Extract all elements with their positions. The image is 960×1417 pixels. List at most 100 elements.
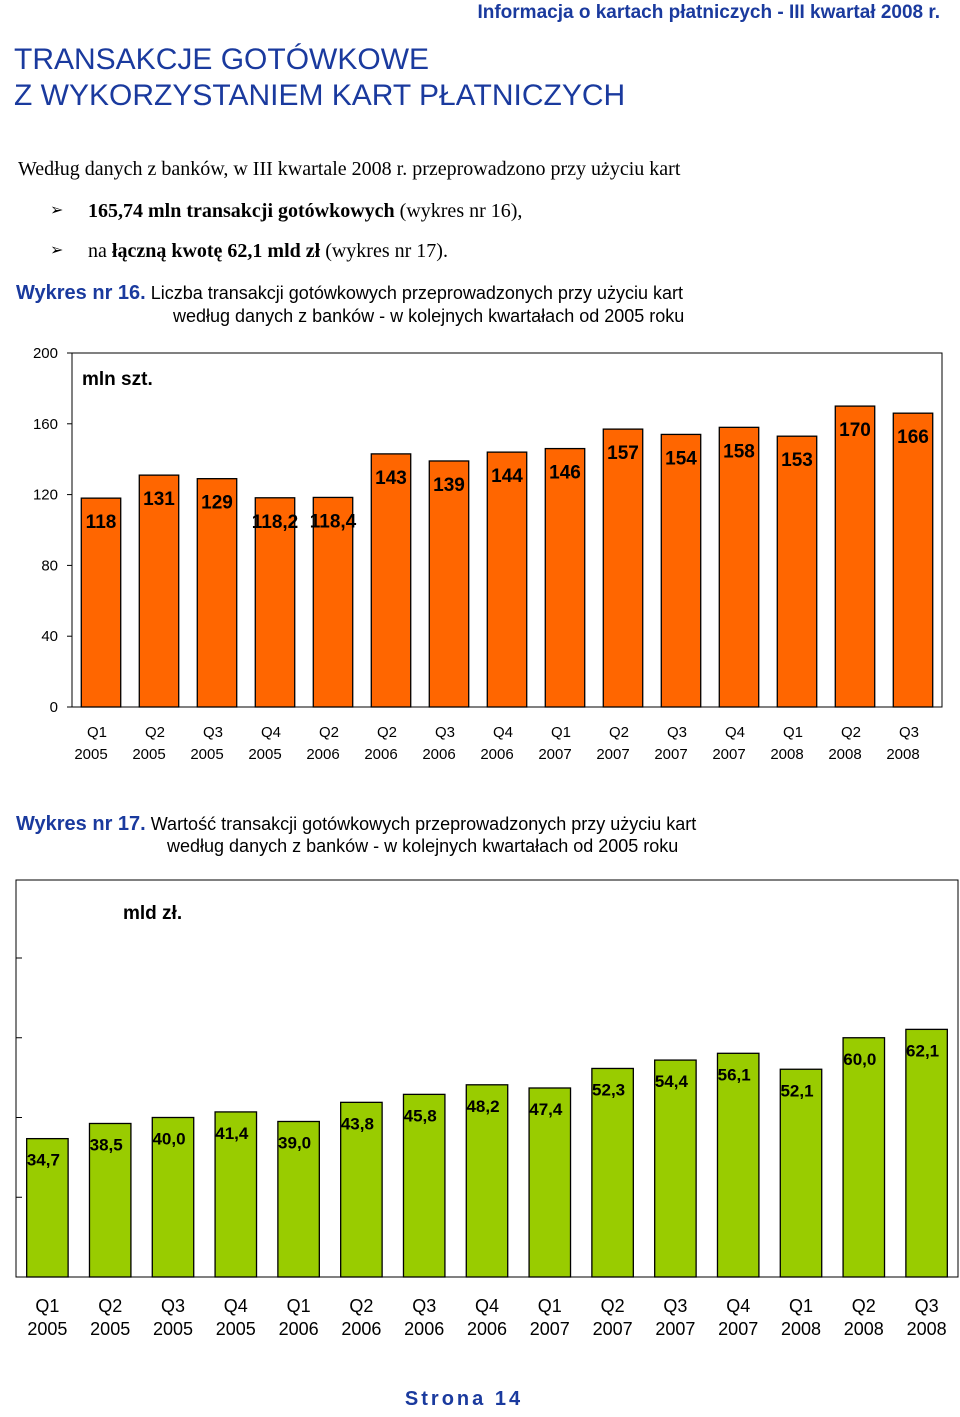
chart17-label: Wykres nr 17. xyxy=(16,813,146,835)
chart17-x-tick-label: Q3 xyxy=(412,1296,436,1316)
chart16-data-label: 143 xyxy=(375,468,407,489)
chart17-data-label: 54,4 xyxy=(655,1072,689,1091)
page-header: Informacja o kartach płatniczych - III k… xyxy=(477,2,940,23)
chart16-x-tick-label: Q2 xyxy=(609,724,629,741)
chart16-x-tick-label: Q4 xyxy=(261,724,281,741)
chart16-bar xyxy=(196,478,238,708)
chart16-x-tick-label: 2008 xyxy=(886,746,919,763)
chart17-bar xyxy=(842,1037,886,1278)
chart16-bar xyxy=(80,497,122,708)
chart17-x-tick-label: 2005 xyxy=(216,1319,256,1339)
page-footer: Strona 14 xyxy=(404,1388,524,1410)
chart16-data-label: 146 xyxy=(549,463,581,484)
chart16-x-tick-label: Q1 xyxy=(87,724,107,741)
chart16-x-tick-label: Q4 xyxy=(725,724,745,741)
chart17-x-tick-label: Q2 xyxy=(349,1296,373,1316)
chart17-x-tick-label: 2008 xyxy=(907,1319,947,1339)
chart17-x-tick-label: Q4 xyxy=(224,1296,248,1316)
chart16-x-tick-label: 2007 xyxy=(596,746,629,763)
chart16-caption-line2: według danych z banków - w kolejnych kwa… xyxy=(173,306,685,326)
chart16-data-label: 129 xyxy=(201,493,233,514)
chart17-data-label: 43,8 xyxy=(341,1114,374,1133)
chart16-x-tick-label: 2006 xyxy=(364,746,397,763)
chart16-y-tick-label: 160 xyxy=(33,416,58,433)
chart17-x-tick-label: Q3 xyxy=(915,1296,939,1316)
chart16-x-tick-label: 2006 xyxy=(306,746,339,763)
chart17-data-label: 52,1 xyxy=(780,1081,813,1100)
chart16-x-tick-label: 2008 xyxy=(770,746,803,763)
arrow-bullet-icon: ➢ xyxy=(50,200,64,219)
chart16-bar xyxy=(254,497,296,708)
chart16-data-label: 131 xyxy=(143,489,175,510)
chart17-x-tick-label: 2007 xyxy=(530,1319,570,1339)
chart16-bar xyxy=(892,412,934,708)
chart16-bar xyxy=(602,428,644,708)
chart16-x-tick-label: 2008 xyxy=(828,746,861,763)
chart17-x-tick-label: Q4 xyxy=(475,1296,499,1316)
chart17-data-label: 62,1 xyxy=(906,1041,939,1060)
chart16-label: Wykres nr 16. xyxy=(16,282,146,304)
chart17-x-tick-label: Q2 xyxy=(601,1296,625,1316)
chart17-unit-label: mld zł. xyxy=(123,903,182,924)
chart17-caption-line1: Wartość transakcji gotówkowych przeprowa… xyxy=(150,814,697,834)
chart17-x-tick-label: 2005 xyxy=(153,1319,193,1339)
chart17-data-label: 48,2 xyxy=(466,1097,499,1116)
chart16-y-tick-label: 200 xyxy=(33,345,58,362)
chart17-x-tick-label: Q3 xyxy=(161,1296,185,1316)
chart16-caption-line1: Liczba transakcji gotówkowych przeprowad… xyxy=(150,283,683,303)
chart16-caption: Wykres nr 16. Liczba transakcji gotówkow… xyxy=(16,282,683,305)
chart17-bar xyxy=(340,1101,383,1278)
chart16-y-tick-label: 40 xyxy=(41,628,58,645)
chart17-bar xyxy=(214,1111,258,1278)
chart17-x-tick-label: 2007 xyxy=(593,1319,633,1339)
chart17-data-label: 52,3 xyxy=(592,1080,625,1099)
chart17-data-label: 38,5 xyxy=(90,1135,123,1154)
chart17-x-tick-label: Q2 xyxy=(852,1296,876,1316)
chart16-data-label: 139 xyxy=(433,475,465,496)
chart16-bar xyxy=(718,426,760,708)
chart16-x-tick-label: 2006 xyxy=(480,746,513,763)
chart17-bar xyxy=(528,1087,572,1278)
chart16-x-tick-label: Q3 xyxy=(667,724,687,741)
chart16-bar xyxy=(834,405,876,708)
chart17-x-tick-label: 2006 xyxy=(341,1319,381,1339)
chart16-data-label: 158 xyxy=(723,441,755,462)
intro-text: Według danych z banków, w III kwartale 2… xyxy=(18,158,681,180)
chart16-x-tick-label: Q3 xyxy=(899,724,919,741)
chart16-x-tick-label: 2005 xyxy=(132,746,165,763)
chart17-x-tick-label: 2008 xyxy=(844,1319,884,1339)
chart17-bar xyxy=(779,1068,823,1278)
chart16-x-tick-label: Q1 xyxy=(783,724,803,741)
chart17-x-tick-label: Q2 xyxy=(98,1296,122,1316)
chart16-data-label: 118,2 xyxy=(252,512,299,533)
chart16-bar xyxy=(660,433,702,708)
chart17-data-label: 39,0 xyxy=(278,1133,311,1152)
chart17-data-label: 34,7 xyxy=(27,1151,60,1170)
chart16-x-tick-label: 2005 xyxy=(190,746,223,763)
chart16-data-label: 170 xyxy=(839,420,871,441)
chart17-data-label: 45,8 xyxy=(404,1106,437,1125)
chart17-x-tick-label: Q1 xyxy=(538,1296,562,1316)
chart17-bar xyxy=(654,1059,697,1278)
chart17-bar xyxy=(591,1067,634,1278)
chart16-x-tick-label: Q1 xyxy=(551,724,571,741)
chart17-bar xyxy=(716,1052,760,1278)
chart16-data-label: 157 xyxy=(607,443,639,464)
chart16-x-tick-label: Q2 xyxy=(145,724,165,741)
chart16-x-tick-label: Q3 xyxy=(203,724,223,741)
chart17-data-label: 41,4 xyxy=(215,1124,249,1143)
chart16-unit-label: mln szt. xyxy=(82,369,153,390)
chart16-bar xyxy=(138,474,180,708)
chart17-x-tick-label: 2006 xyxy=(279,1319,319,1339)
chart16-data-label: 153 xyxy=(781,450,813,471)
chart17-data-label: 60,0 xyxy=(843,1050,876,1069)
chart16-data-label: 118 xyxy=(86,512,117,533)
page-title: TRANSAKCJE GOTÓWKOWE Z WYKORZYSTANIEM KA… xyxy=(14,42,625,114)
chart16-y-tick-label: 80 xyxy=(41,557,58,574)
chart16-x-tick-label: 2005 xyxy=(248,746,281,763)
chart16-x-tick-label: Q2 xyxy=(319,724,339,741)
chart17-x-tick-label: Q3 xyxy=(663,1296,687,1316)
chart16-bar xyxy=(486,451,528,708)
chart16-x-tick-label: 2007 xyxy=(712,746,745,763)
